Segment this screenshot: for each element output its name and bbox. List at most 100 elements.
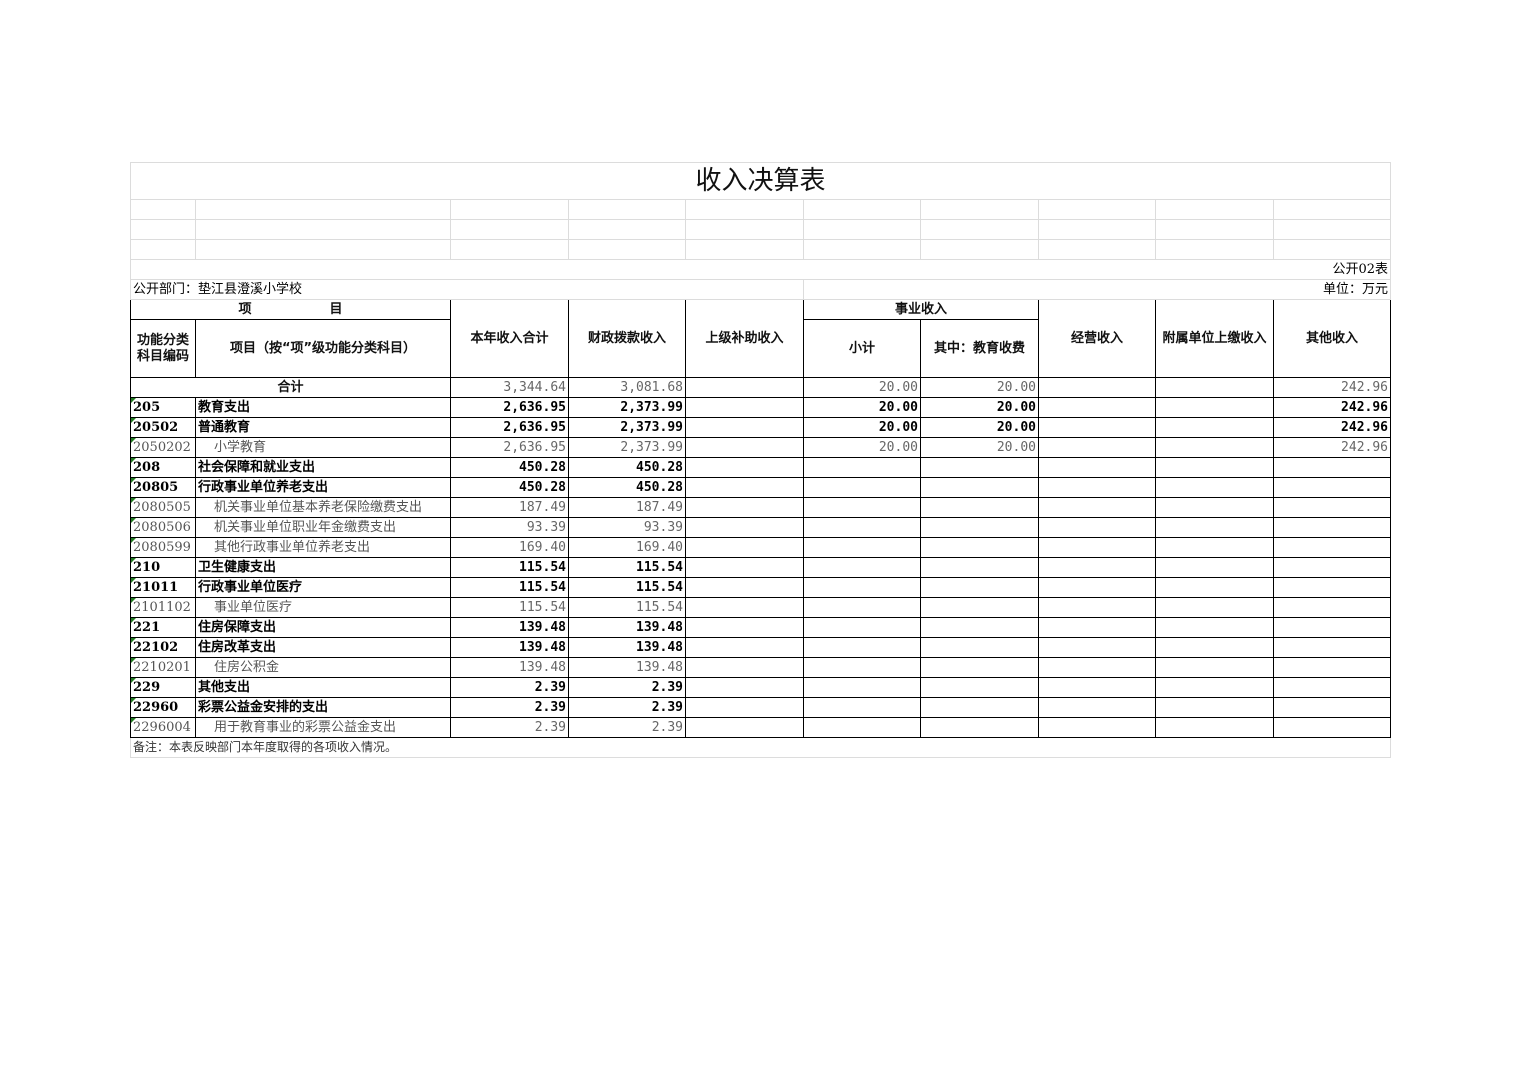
total-label: 合计 [130, 377, 451, 398]
cell: 115.54 [568, 557, 686, 578]
total-row: 合计 3,344.64 3,081.68 20.00 20.00 242.96 [130, 377, 1392, 398]
cell [803, 617, 921, 638]
cell: 2.39 [568, 677, 686, 698]
cell: 187.49 [568, 497, 686, 518]
cell [1038, 577, 1156, 598]
header-business: 经营收入 [1038, 299, 1156, 378]
cell: 2.39 [450, 717, 569, 738]
cell: 2.39 [568, 717, 686, 738]
cell [803, 717, 921, 738]
cell: 2,636.95 [450, 437, 569, 458]
cell [920, 717, 1039, 738]
cell [1155, 717, 1274, 738]
row-name: 机关事业单位职业年金缴费支出 [195, 517, 451, 538]
row-code: 22102 [130, 637, 196, 658]
unit-label: 单位：万元 [802, 279, 1392, 300]
cell [803, 677, 921, 698]
cell [1038, 697, 1156, 718]
table-row: 2296004 用于教育事业的彩票公益金支出 2.39 2.39 [130, 717, 1392, 738]
row-code: 20502 [130, 417, 196, 438]
cell [803, 657, 921, 678]
cell [685, 557, 804, 578]
cell [685, 477, 804, 498]
cell [685, 697, 804, 718]
row-name: 行政事业单位医疗 [195, 577, 451, 598]
header-fiscal: 财政拨款收入 [568, 299, 686, 378]
cell [920, 617, 1039, 638]
cell [920, 497, 1039, 518]
row-name: 教育支出 [195, 397, 451, 418]
cell [685, 677, 804, 698]
cell [1038, 537, 1156, 558]
row-code: 205 [130, 397, 196, 418]
row-name: 彩票公益金安排的支出 [195, 697, 451, 718]
cell [1038, 457, 1156, 478]
cell [1272, 537, 1392, 558]
cell [1038, 397, 1156, 418]
table-row: 208 社会保障和就业支出 450.28 450.28 [130, 457, 1392, 478]
cell [1272, 457, 1392, 478]
cell: 139.48 [568, 617, 686, 638]
table-row: 2101102 事业单位医疗 115.54 115.54 [130, 597, 1392, 618]
cell [920, 637, 1039, 658]
cell [920, 657, 1039, 678]
cell [1155, 617, 1274, 638]
cell: 2.39 [450, 677, 569, 698]
cell: 2,636.95 [450, 397, 569, 418]
department-label: 公开部门：垫江县澄溪小学校 [130, 279, 804, 300]
row-name: 住房公积金 [195, 657, 451, 678]
cell: 450.28 [450, 477, 569, 498]
cell: 115.54 [450, 577, 569, 598]
header-affiliated: 附属单位上缴收入 [1155, 299, 1274, 378]
row-name: 卫生健康支出 [195, 557, 451, 578]
row-code: 221 [130, 617, 196, 638]
cell: 20.00 [803, 417, 921, 438]
table-row: 2080506 机关事业单位职业年金缴费支出 93.39 93.39 [130, 517, 1392, 538]
cell: 20.00 [920, 437, 1039, 458]
cell [1155, 377, 1274, 398]
cell [803, 517, 921, 538]
cell [1155, 657, 1274, 678]
cell [685, 497, 804, 518]
table-row: 210 卫生健康支出 115.54 115.54 [130, 557, 1392, 578]
cell [920, 597, 1039, 618]
cell [1272, 597, 1392, 618]
row-name: 事业单位医疗 [195, 597, 451, 618]
row-name: 住房保障支出 [195, 617, 451, 638]
cell: 3,344.64 [450, 377, 569, 398]
cell [1038, 557, 1156, 578]
cell [685, 457, 804, 478]
cell: 93.39 [450, 517, 569, 538]
cell [1272, 717, 1392, 738]
row-code: 2210201 [130, 657, 196, 678]
cell [685, 617, 804, 638]
cell: 242.96 [1272, 397, 1392, 418]
header-subtotal: 小计 [803, 319, 921, 378]
row-name: 社会保障和就业支出 [195, 457, 451, 478]
cell: 242.96 [1272, 377, 1392, 398]
cell [1272, 517, 1392, 538]
table-row: 2080505 机关事业单位基本养老保险缴费支出 187.49 187.49 [130, 497, 1392, 518]
cell [803, 577, 921, 598]
form-number: 公开02表 [129, 259, 1392, 280]
cell [1272, 677, 1392, 698]
cell [1038, 717, 1156, 738]
cell [1272, 617, 1392, 638]
cell: 2,373.99 [568, 397, 686, 418]
table-row: 2080599 其他行政事业单位养老支出 169.40 169.40 [130, 537, 1392, 558]
cell: 20.00 [920, 417, 1039, 438]
table-note: 备注：本表反映部门本年度取得的各项收入情况。 [129, 737, 1392, 758]
header-total: 本年收入合计 [450, 299, 569, 378]
cell [1038, 437, 1156, 458]
cell: 169.40 [568, 537, 686, 558]
cell [1155, 537, 1274, 558]
header-career: 事业收入 [803, 299, 1039, 320]
cell [1038, 617, 1156, 638]
cell [1038, 657, 1156, 678]
cell [1272, 557, 1392, 578]
table-row: 22102 住房改革支出 139.48 139.48 [130, 637, 1392, 658]
income-final-accounts-sheet: 收入决算表 公开02表 公开部门：垫江县澄溪小学校 单位：万元 项 目 本年收入合… [129, 162, 1392, 758]
row-name: 住房改革支出 [195, 637, 451, 658]
cell [685, 537, 804, 558]
row-code: 22960 [130, 697, 196, 718]
